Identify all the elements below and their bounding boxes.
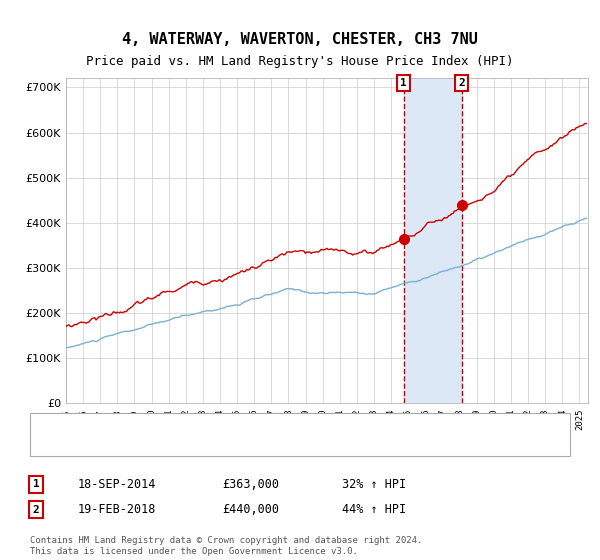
Text: 44% ↑ HPI: 44% ↑ HPI <box>342 503 406 516</box>
Text: 32% ↑ HPI: 32% ↑ HPI <box>342 478 406 491</box>
Text: Price paid vs. HM Land Registry's House Price Index (HPI): Price paid vs. HM Land Registry's House … <box>86 55 514 68</box>
Text: £440,000: £440,000 <box>222 503 279 516</box>
Text: 2: 2 <box>458 78 465 88</box>
Bar <box>404 78 461 403</box>
Text: £363,000: £363,000 <box>222 478 279 491</box>
Text: 2: 2 <box>32 505 40 515</box>
Text: 18-SEP-2014: 18-SEP-2014 <box>78 478 157 491</box>
Text: ————: ———— <box>48 438 98 451</box>
Text: ————: ———— <box>48 418 98 431</box>
Text: 1: 1 <box>400 78 407 88</box>
Text: 19-FEB-2018: 19-FEB-2018 <box>78 503 157 516</box>
Text: HPI: Average price, detached house, Cheshire West and Chester: HPI: Average price, detached house, Ches… <box>102 439 483 449</box>
Text: 1: 1 <box>32 479 40 489</box>
Text: Contains HM Land Registry data © Crown copyright and database right 2024.
This d: Contains HM Land Registry data © Crown c… <box>30 536 422 556</box>
Text: 4, WATERWAY, WAVERTON, CHESTER, CH3 7NU (detached house): 4, WATERWAY, WAVERTON, CHESTER, CH3 7NU … <box>102 420 452 430</box>
Text: 4, WATERWAY, WAVERTON, CHESTER, CH3 7NU: 4, WATERWAY, WAVERTON, CHESTER, CH3 7NU <box>122 32 478 46</box>
